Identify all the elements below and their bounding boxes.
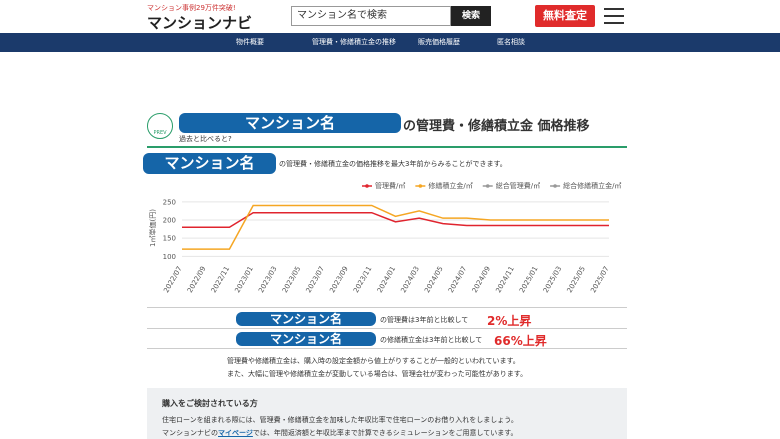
x-tick-label: 2022/07 xyxy=(162,265,183,294)
x-tick-label: 2023/03 xyxy=(257,265,278,294)
legend-label: 修繕積立金/㎡ xyxy=(428,181,472,190)
divider xyxy=(147,348,627,349)
legend-marker xyxy=(485,184,490,188)
text: マンションナビの xyxy=(162,429,218,437)
search-input[interactable]: マンション名で検索 xyxy=(291,6,451,26)
section-title: の管理費・修繕積立金 価格推移 xyxy=(403,119,590,134)
note: 管理費や修繕積立金は、購入時の設定金額から値上がりすることが一般的といわれていま… xyxy=(227,357,520,365)
series-line xyxy=(182,204,609,250)
x-tick-label: 2025/03 xyxy=(542,265,563,294)
y-tick-label: 100 xyxy=(163,253,176,261)
legend-marker xyxy=(553,184,557,188)
note: また、大幅に管理や修繕積立金が変動している場合は、管理会社が変わった可能性があり… xyxy=(227,370,528,378)
comparison-result: 66%上昇 xyxy=(494,334,547,348)
nav-bar xyxy=(0,33,780,52)
info-title: 購入をご検討されている方 xyxy=(162,399,258,408)
divider xyxy=(147,146,627,148)
comparison-text: の管理費は3年前と比較して xyxy=(380,316,469,324)
logo-badge: マンション事例29万件突破! xyxy=(147,4,236,12)
text: では、年間返済額と年収比率まで計算できるシミュレーションをご用意しています。 xyxy=(252,429,518,437)
name-box: マンション名 xyxy=(143,153,276,174)
lead-text: の管理費・修繕積立金の価格推移を最大3年前からみることができます。 xyxy=(279,160,507,168)
search-button[interactable]: 検索 xyxy=(451,6,491,26)
cta-button[interactable]: 無料査定 xyxy=(535,5,595,27)
legend-label: 総合管理費/㎡ xyxy=(496,181,540,190)
y-tick-label: 250 xyxy=(163,198,176,206)
legend-label: 総合修繕積立金/㎡ xyxy=(563,181,621,190)
nav-item[interactable]: 匿名相談 xyxy=(497,38,525,46)
logo[interactable]: マンションナビ xyxy=(147,14,253,32)
section-subtitle: 過去と比べると? xyxy=(179,135,232,143)
x-tick-label: 2022/09 xyxy=(186,265,207,294)
x-tick-label: 2022/11 xyxy=(210,265,231,294)
x-tick-label: 2024/01 xyxy=(376,265,397,294)
info-box xyxy=(147,388,627,439)
y-tick-label: 150 xyxy=(163,235,176,243)
name-box: マンション名 xyxy=(179,113,401,133)
comparison-result: 2%上昇 xyxy=(487,314,532,328)
legend-label: 管理費/㎡ xyxy=(375,181,405,190)
y-axis-label: 1㎡単価(円) xyxy=(148,209,157,247)
divider xyxy=(147,328,627,329)
x-tick-label: 2024/07 xyxy=(447,265,468,294)
x-tick-label: 2023/01 xyxy=(233,265,254,294)
x-tick-label: 2023/05 xyxy=(281,265,302,294)
name-box: マンション名 xyxy=(236,312,376,326)
nav-item[interactable]: 販売価格履歴 xyxy=(418,38,460,46)
x-tick-label: 2023/09 xyxy=(328,265,349,294)
name-box: マンション名 xyxy=(236,332,376,346)
x-tick-label: 2023/07 xyxy=(305,265,326,294)
nav-item[interactable]: 管理費・修繕積立金の推移 xyxy=(312,38,396,46)
info-text: 住宅ローンを組まれる際には、管理費・修繕積立金を加味した年収比率で住宅ローンのお… xyxy=(162,416,518,424)
y-tick-label: 200 xyxy=(163,217,176,225)
x-tick-label: 2023/11 xyxy=(352,265,373,294)
nav-item[interactable]: 物件概要 xyxy=(236,38,264,46)
x-tick-label: 2024/03 xyxy=(399,265,420,294)
x-tick-label: 2024/09 xyxy=(471,265,492,294)
link[interactable]: マイページ xyxy=(218,429,253,437)
x-tick-label: 2024/05 xyxy=(423,265,444,294)
divider xyxy=(147,307,627,308)
series-line xyxy=(182,211,609,229)
x-tick-label: 2025/05 xyxy=(566,265,587,294)
info-text: マンションナビのマイページでは、年間返済額と年収比率まで計算できるシミュレーショ… xyxy=(162,428,518,438)
menu-icon[interactable] xyxy=(604,8,624,24)
legend-marker xyxy=(418,184,423,188)
x-tick-label: 2024/11 xyxy=(494,265,515,294)
comparison-text: の修繕積立金は3年前と比較して xyxy=(380,336,483,344)
legend-marker xyxy=(365,184,369,188)
x-tick-label: 2025/07 xyxy=(589,265,610,294)
section-icon: PREV xyxy=(147,113,173,139)
x-tick-label: 2025/01 xyxy=(518,265,539,294)
chart: 1㎡単価(円) 100 150 200 250 2022/07 2022/09 2022/1… xyxy=(148,181,621,294)
